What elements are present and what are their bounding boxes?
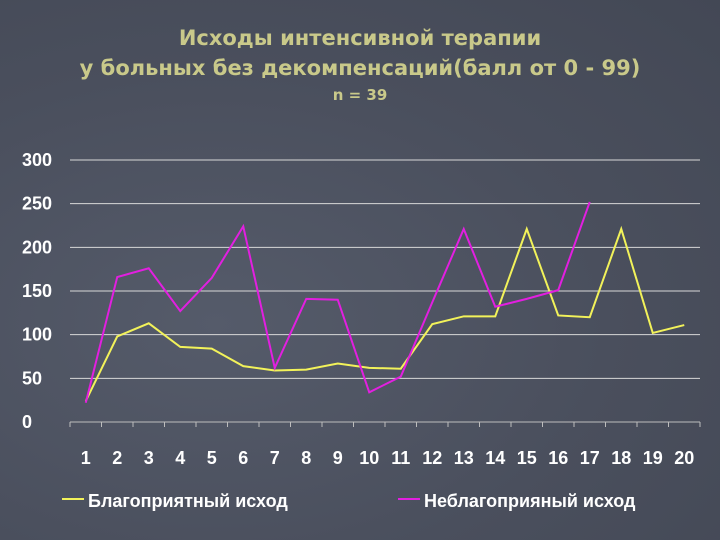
- x-tick-label: 10: [359, 448, 379, 468]
- x-tick-label: 14: [485, 448, 505, 468]
- x-tick-label: 13: [454, 448, 474, 468]
- x-tick-label: 8: [301, 448, 311, 468]
- x-tick-label: 17: [580, 448, 600, 468]
- series-line-2: [84, 201, 591, 404]
- y-tick-label: 150: [22, 281, 52, 301]
- y-tick-label: 50: [22, 368, 42, 388]
- x-tick-label: 15: [517, 448, 537, 468]
- x-tick-label: 20: [674, 448, 694, 468]
- x-tick-label: 4: [175, 448, 185, 468]
- x-tick-label: 16: [548, 448, 568, 468]
- x-tick-label: 12: [422, 448, 442, 468]
- x-tick-label: 7: [270, 448, 280, 468]
- legend-label-2: Неблагоприяный исход: [424, 491, 636, 511]
- y-tick-label: 300: [22, 150, 52, 170]
- x-tick-label: 2: [112, 448, 122, 468]
- x-tick-label: 5: [207, 448, 217, 468]
- y-tick-label: 0: [22, 412, 32, 432]
- y-tick-label: 200: [22, 237, 52, 257]
- x-tick-label: 3: [144, 448, 154, 468]
- x-tick-label: 11: [391, 448, 410, 468]
- y-tick-label: 100: [22, 325, 52, 345]
- sample-size-note: n = 39: [332, 86, 388, 104]
- chart-subtitle: у больных без декомпенсаций(балл от 0 - …: [79, 56, 641, 80]
- y-tick-label: 250: [22, 194, 52, 214]
- series-line-1: [84, 225, 685, 402]
- x-tick-label: 19: [643, 448, 663, 468]
- x-tick-label: 9: [333, 448, 343, 468]
- chart-title: Исходы интенсивной терапии: [178, 26, 542, 50]
- x-tick-label: 1: [81, 448, 91, 468]
- x-tick-label: 18: [611, 448, 631, 468]
- legend-label-1: Благоприятный исход: [88, 491, 288, 511]
- x-tick-label: 6: [238, 448, 248, 468]
